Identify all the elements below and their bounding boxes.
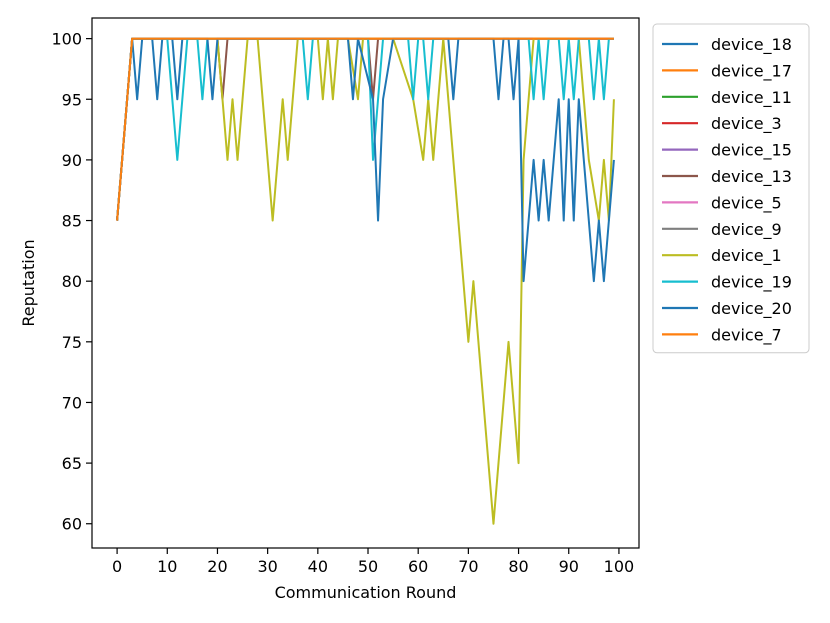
y-tick-label: 90 [62,151,82,170]
legend-label: device_17 [711,61,792,81]
plot-frame [91,17,640,549]
legend-item: device_20 [662,299,792,319]
legend-label: device_20 [711,299,792,319]
x-tick-label: 80 [508,557,528,576]
legend: device_18 device_17 device_11 device_3devic… [652,23,810,354]
plot-lines [116,37,615,525]
y-tick-label: 100 [51,30,82,49]
y-tick-label: 70 [62,393,82,412]
y-tick-label: 75 [62,333,82,352]
legend-item: device_11 [662,88,792,108]
x-tick-label: 60 [408,557,428,576]
legend-label: device_13 [711,167,792,187]
legend-item: device_17 [662,61,792,81]
y-tick-label: 80 [62,272,82,291]
legend-item: device_15 [662,141,792,161]
x-tick-label: 100 [604,557,635,576]
legend-item: device_1 [662,246,782,266]
legend-item: device_19 [662,273,792,293]
series-line-device_7 [116,37,614,221]
x-tick-label: 10 [157,557,177,576]
legend-label: device_18 [711,35,792,55]
y-tick-label: 60 [62,515,82,534]
x-tick-label: 40 [308,557,328,576]
legend-item: device_18 [662,35,792,55]
x-tick-label: 50 [358,557,378,576]
legend-label: device_3 [711,114,782,134]
y-tick-label: 95 [62,90,82,109]
legend-item: device_7 [662,325,782,345]
legend-item: device_5 [662,193,782,213]
x-tick-label: 90 [559,557,579,576]
legend-item: device_9 [662,220,782,240]
legend-label: device_19 [711,273,792,293]
series-line-device_18 [116,37,614,221]
legend-box [652,23,810,354]
legend-label: device_15 [711,141,792,161]
x-tick-label: 30 [257,557,277,576]
legend-label: device_5 [711,193,782,213]
x-axis: 0 10 20 30 40 50 60 70 80 90 100 [112,548,634,576]
legend-label: device_1 [711,246,782,266]
legend-item: device_3 [662,114,782,134]
x-tick-label: 70 [458,557,478,576]
legend-item: device_13 [662,167,792,187]
legend-label: device_7 [711,325,782,345]
legend-label: device_9 [711,220,782,240]
y-axis-label: Reputation [19,239,38,326]
x-axis-label: Communication Round [275,583,457,602]
y-axis: 60 65 70 75 80 85 90 95 100 [51,30,92,534]
legend-label: device_11 [711,88,792,108]
y-tick-label: 65 [62,454,82,473]
x-tick-label: 20 [207,557,227,576]
y-tick-label: 85 [62,212,82,231]
x-tick-label: 0 [112,557,122,576]
